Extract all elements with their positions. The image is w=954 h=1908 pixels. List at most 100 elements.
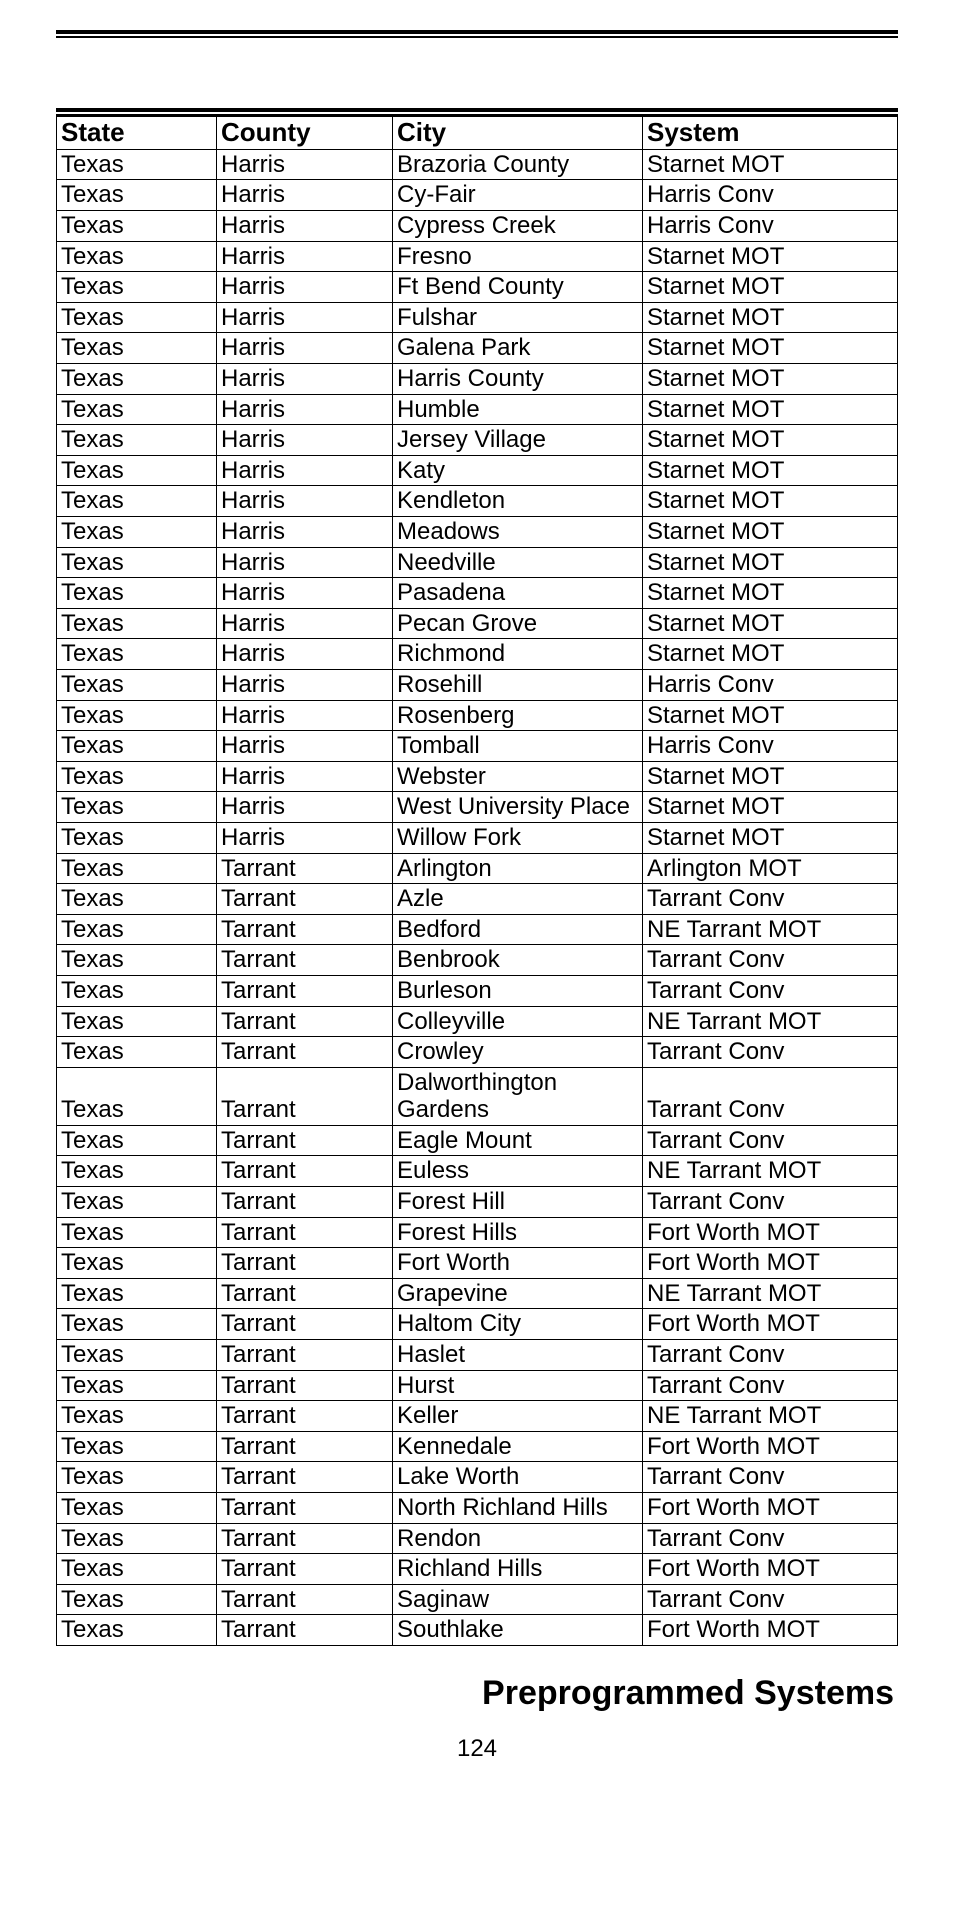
table-cell: Texas	[57, 180, 217, 211]
table-cell: Texas	[57, 1554, 217, 1585]
table-row: TexasTarrantDalworthington GardensTarran…	[57, 1067, 898, 1125]
table-cell: Starnet MOT	[643, 608, 898, 639]
table-cell: Texas	[57, 1523, 217, 1554]
table-cell: Tarrant	[217, 914, 393, 945]
table-cell: Texas	[57, 1401, 217, 1432]
table-cell: Harris	[217, 822, 393, 853]
table-cell: Cy-Fair	[393, 180, 643, 211]
table-row: TexasHarrisWebsterStarnet MOT	[57, 761, 898, 792]
systems-table: State County City System TexasHarrisBraz…	[56, 116, 898, 1646]
table-cell: NE Tarrant MOT	[643, 1278, 898, 1309]
table-cell: Tarrant	[217, 1554, 393, 1585]
table-cell: Texas	[57, 364, 217, 395]
table-cell: Tomball	[393, 731, 643, 762]
table-row: TexasTarrantKellerNE Tarrant MOT	[57, 1401, 898, 1432]
table-row: TexasHarrisTomballHarris Conv	[57, 731, 898, 762]
table-cell: Arlington MOT	[643, 853, 898, 884]
table-cell: Texas	[57, 1156, 217, 1187]
table-cell: NE Tarrant MOT	[643, 914, 898, 945]
table-cell: Rendon	[393, 1523, 643, 1554]
table-cell: Harris	[217, 639, 393, 670]
table-row: TexasHarrisWest University PlaceStarnet …	[57, 792, 898, 823]
table-cell: Willow Fork	[393, 822, 643, 853]
table-row: TexasTarrantSaginawTarrant Conv	[57, 1584, 898, 1615]
table-cell: Texas	[57, 1309, 217, 1340]
table-row: TexasTarrantKennedaleFort Worth MOT	[57, 1431, 898, 1462]
col-city: City	[393, 117, 643, 150]
table-body: TexasHarrisBrazoria CountyStarnet MOTTex…	[57, 149, 898, 1645]
table-cell: Starnet MOT	[643, 394, 898, 425]
table-cell: Tarrant Conv	[643, 945, 898, 976]
table-cell: Texas	[57, 1493, 217, 1524]
table-row: TexasHarrisFulsharStarnet MOT	[57, 302, 898, 333]
table-cell: Tarrant	[217, 1006, 393, 1037]
table-cell: Tarrant	[217, 1248, 393, 1279]
table-cell: Starnet MOT	[643, 455, 898, 486]
table-cell: Tarrant	[217, 1401, 393, 1432]
table-cell: Starnet MOT	[643, 547, 898, 578]
table-cell: Texas	[57, 1584, 217, 1615]
table-cell: Fort Worth MOT	[643, 1217, 898, 1248]
table-cell: Harris Conv	[643, 669, 898, 700]
table-row: TexasHarrisMeadowsStarnet MOT	[57, 517, 898, 548]
table-row: TexasTarrantEulessNE Tarrant MOT	[57, 1156, 898, 1187]
table-cell: Texas	[57, 486, 217, 517]
table-cell: Cypress Creek	[393, 211, 643, 242]
page-number: 124	[56, 1735, 898, 1763]
table-cell: Harris Conv	[643, 731, 898, 762]
table-cell: Texas	[57, 914, 217, 945]
table-cell: Harris County	[393, 364, 643, 395]
table-cell: Harris	[217, 669, 393, 700]
table-cell: Harris	[217, 547, 393, 578]
table-row: TexasTarrantEagle MountTarrant Conv	[57, 1125, 898, 1156]
table-cell: Tarrant	[217, 1187, 393, 1218]
table-cell: Texas	[57, 547, 217, 578]
table-row: TexasHarrisRosehillHarris Conv	[57, 669, 898, 700]
table-cell: Tarrant Conv	[643, 1584, 898, 1615]
table-cell: Texas	[57, 1462, 217, 1493]
table-cell: Tarrant Conv	[643, 1037, 898, 1068]
table-cell: Harris	[217, 364, 393, 395]
table-row: TexasTarrantGrapevineNE Tarrant MOT	[57, 1278, 898, 1309]
table-cell: Texas	[57, 578, 217, 609]
table-row: TexasTarrantCrowleyTarrant Conv	[57, 1037, 898, 1068]
table-cell: Fulshar	[393, 302, 643, 333]
table-cell: Katy	[393, 455, 643, 486]
table-cell: Harris	[217, 792, 393, 823]
table-row: TexasTarrantForest HillsFort Worth MOT	[57, 1217, 898, 1248]
table-cell: Starnet MOT	[643, 149, 898, 180]
table-cell: Kendleton	[393, 486, 643, 517]
table-cell: Harris	[217, 272, 393, 303]
table-cell: Harris Conv	[643, 180, 898, 211]
table-row: TexasTarrantAzleTarrant Conv	[57, 884, 898, 915]
table-cell: Tarrant Conv	[643, 1340, 898, 1371]
table-row: TexasHarrisCypress CreekHarris Conv	[57, 211, 898, 242]
table-cell: Tarrant	[217, 1217, 393, 1248]
table-row: TexasTarrantNorth Richland HillsFort Wor…	[57, 1493, 898, 1524]
table-cell: Starnet MOT	[643, 425, 898, 456]
table-row: TexasTarrantLake WorthTarrant Conv	[57, 1462, 898, 1493]
table-cell: Hurst	[393, 1370, 643, 1401]
table-cell: Harris	[217, 394, 393, 425]
table-cell: Harris	[217, 761, 393, 792]
table-header-row: State County City System	[57, 117, 898, 150]
table-cell: Harris	[217, 608, 393, 639]
table-cell: Texas	[57, 1187, 217, 1218]
table-cell: Harris	[217, 302, 393, 333]
table-cell: Texas	[57, 669, 217, 700]
table-cell: Tarrant	[217, 1431, 393, 1462]
table-cell: Fort Worth MOT	[643, 1554, 898, 1585]
table-cell: Tarrant	[217, 853, 393, 884]
table-cell: Starnet MOT	[643, 639, 898, 670]
table-cell: Texas	[57, 822, 217, 853]
table-cell: Harris	[217, 517, 393, 548]
table-cell: Harris	[217, 211, 393, 242]
table-cell: Starnet MOT	[643, 272, 898, 303]
table-cell: Fort Worth MOT	[643, 1309, 898, 1340]
table-cell: Starnet MOT	[643, 517, 898, 548]
table-cell: Starnet MOT	[643, 822, 898, 853]
table-cell: Needville	[393, 547, 643, 578]
table-row: TexasTarrantHasletTarrant Conv	[57, 1340, 898, 1371]
table-cell: Harris	[217, 180, 393, 211]
table-row: TexasHarrisGalena ParkStarnet MOT	[57, 333, 898, 364]
